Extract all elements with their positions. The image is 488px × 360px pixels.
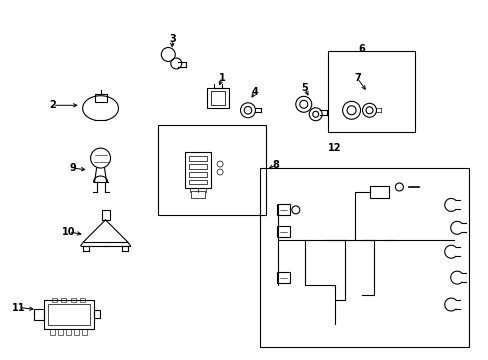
Bar bbox=[327, 50, 414, 132]
Bar bbox=[44, 300, 93, 329]
Text: 4: 4 bbox=[251, 87, 258, 97]
Bar bbox=[189, 163, 207, 168]
Bar bbox=[185, 152, 211, 188]
Bar bbox=[207, 88, 228, 108]
Text: 9: 9 bbox=[69, 163, 76, 173]
Bar bbox=[277, 204, 290, 215]
Bar bbox=[277, 226, 290, 237]
Bar bbox=[61, 298, 66, 302]
Bar bbox=[277, 272, 290, 283]
Bar bbox=[66, 329, 71, 336]
Text: 6: 6 bbox=[357, 44, 364, 54]
Bar bbox=[189, 180, 207, 184]
Bar bbox=[93, 310, 100, 319]
Bar bbox=[94, 94, 106, 102]
Text: 8: 8 bbox=[272, 160, 279, 170]
Bar bbox=[80, 298, 85, 302]
Bar bbox=[158, 125, 265, 215]
Text: 11: 11 bbox=[12, 302, 25, 312]
Bar bbox=[189, 171, 207, 176]
Bar bbox=[82, 329, 87, 336]
Bar bbox=[102, 210, 109, 220]
Bar bbox=[71, 298, 76, 302]
Bar bbox=[191, 191, 205, 198]
Bar bbox=[48, 303, 89, 325]
Text: 3: 3 bbox=[168, 33, 175, 44]
Bar bbox=[50, 329, 55, 336]
Text: 1: 1 bbox=[218, 73, 225, 84]
Bar bbox=[260, 168, 468, 347]
Bar bbox=[58, 329, 63, 336]
Text: 10: 10 bbox=[62, 227, 75, 237]
Bar bbox=[189, 156, 207, 161]
Bar bbox=[34, 309, 44, 320]
Text: 12: 12 bbox=[327, 143, 341, 153]
Bar bbox=[74, 329, 79, 336]
Bar bbox=[211, 91, 224, 105]
Text: 5: 5 bbox=[301, 84, 307, 93]
Text: 7: 7 bbox=[353, 73, 360, 84]
Text: 2: 2 bbox=[49, 100, 56, 110]
Bar bbox=[369, 186, 388, 198]
Bar bbox=[52, 298, 57, 302]
